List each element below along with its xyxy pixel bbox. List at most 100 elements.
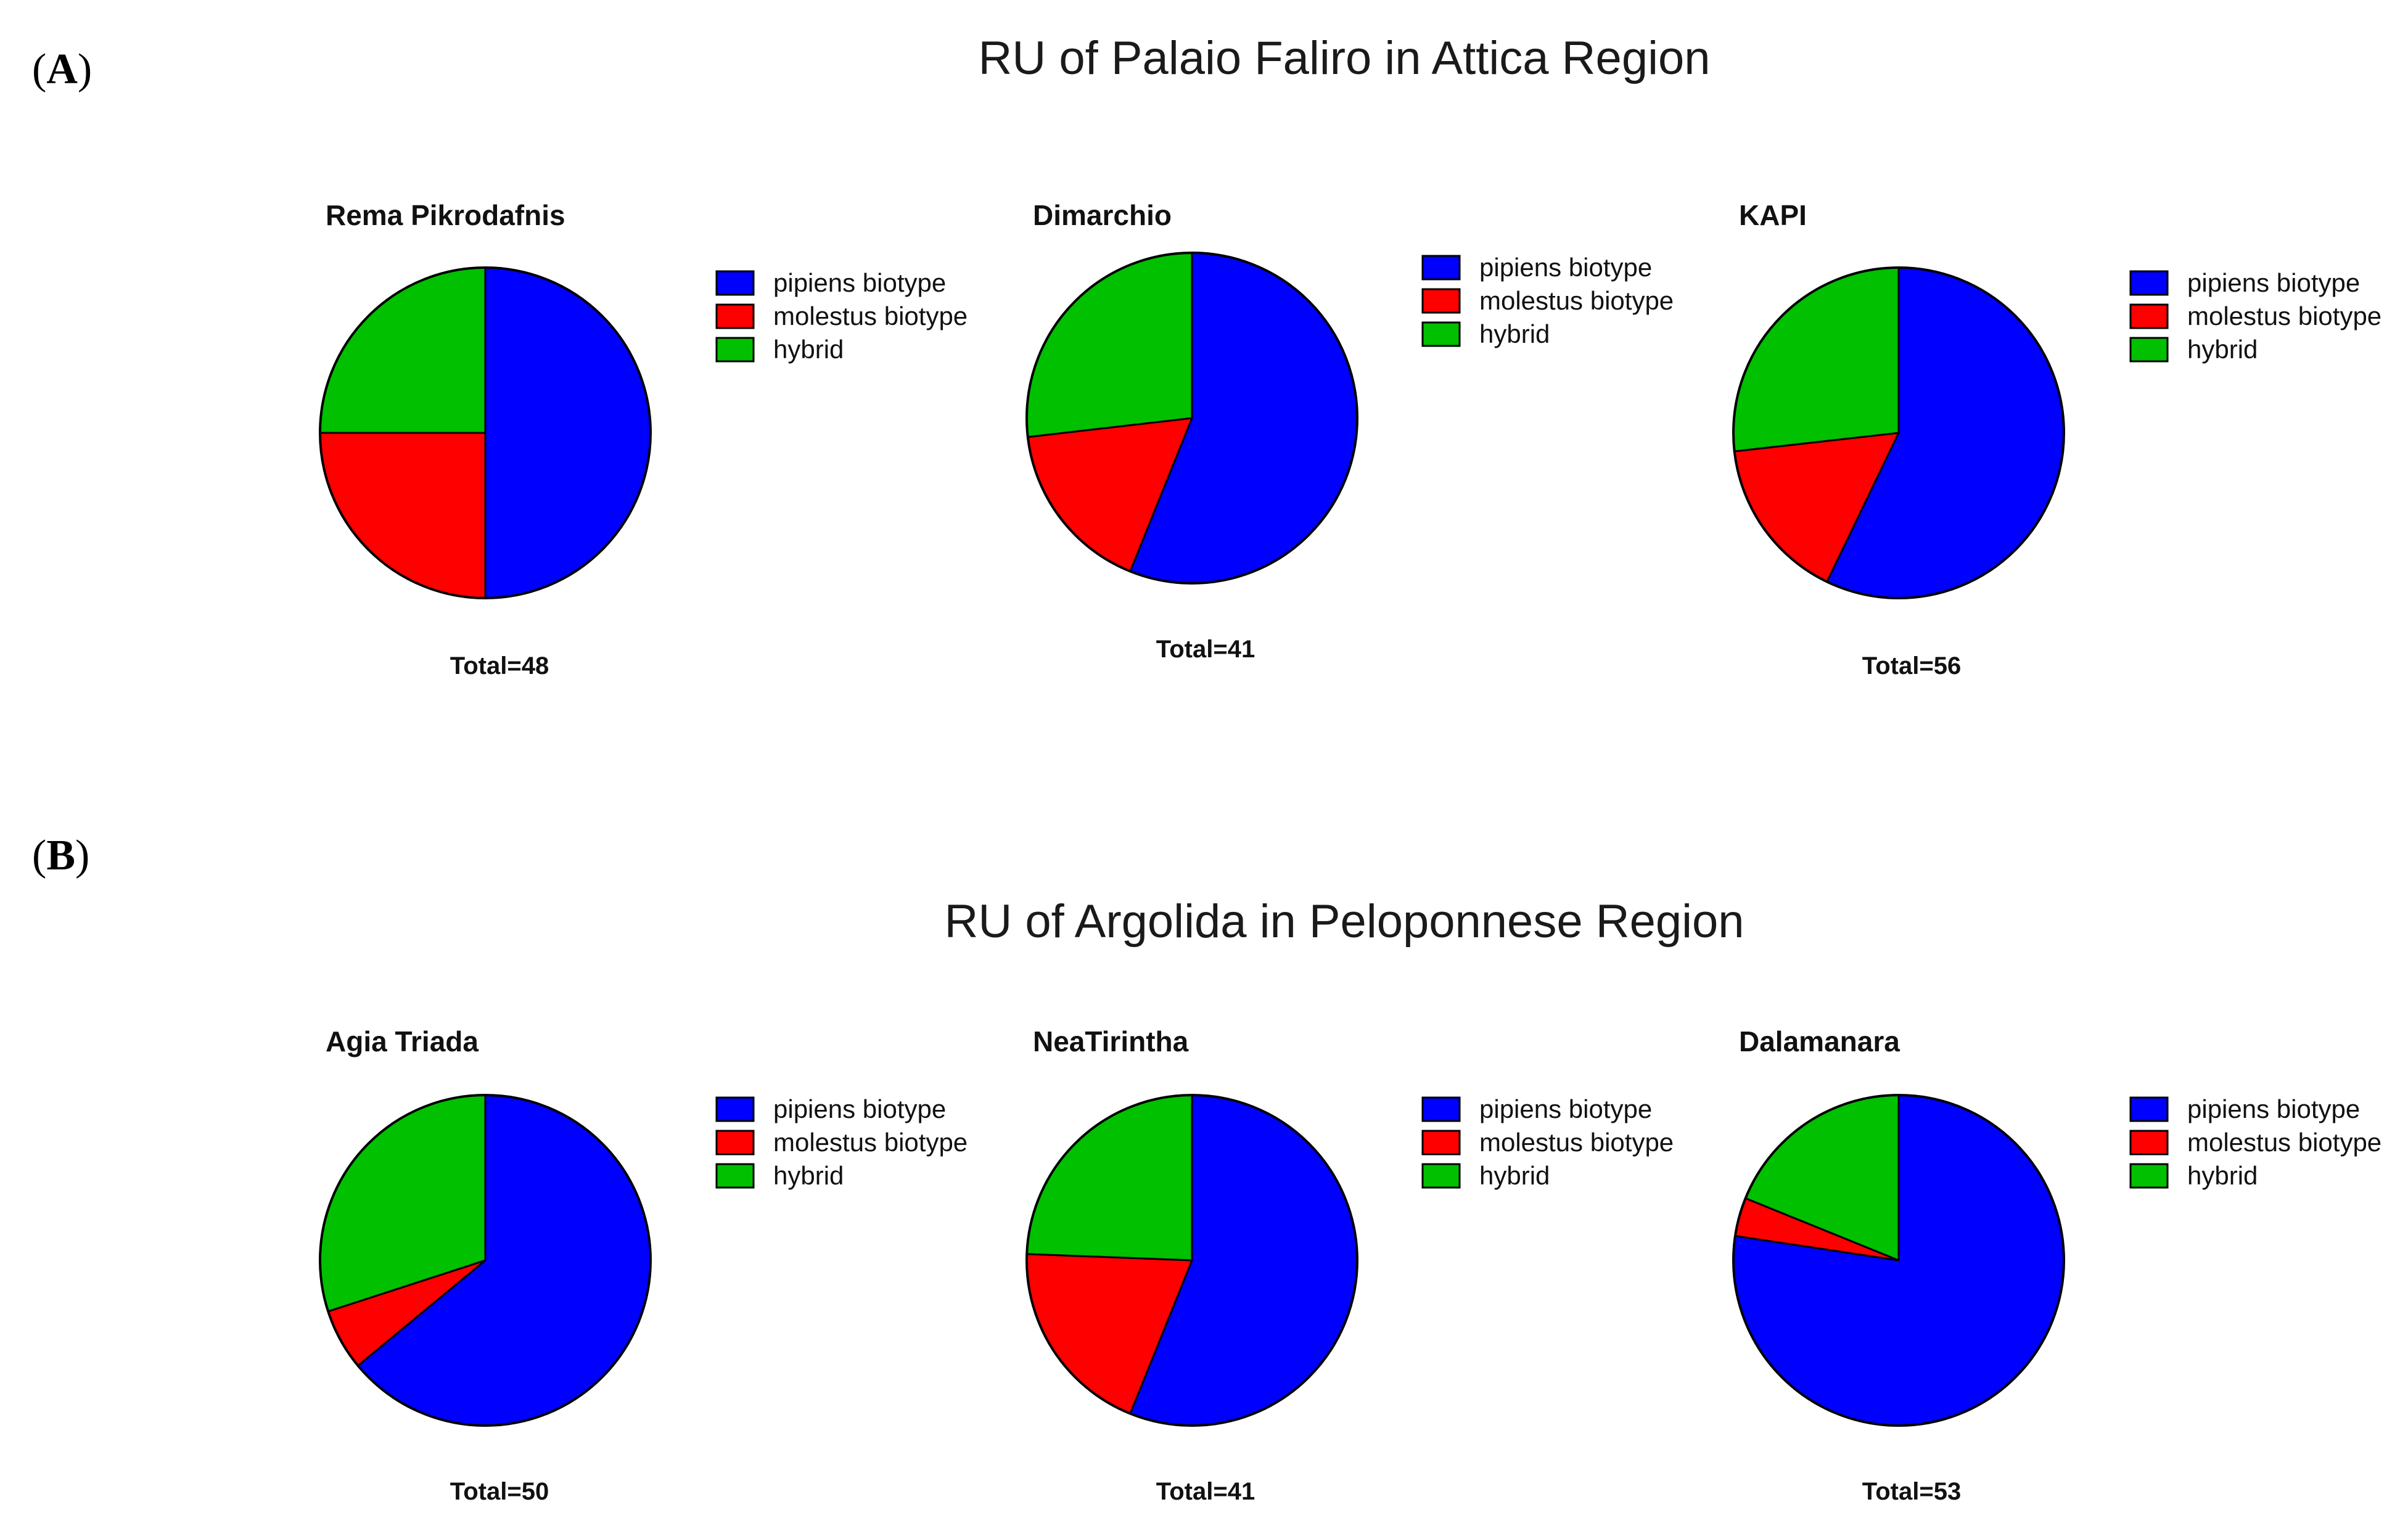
panel-a-paren-open: (: [32, 46, 46, 93]
chart-title: KAPI: [1739, 199, 1807, 231]
legend-swatch: [1421, 1130, 1461, 1156]
legend-item-hybrid: hybrid: [715, 1161, 844, 1190]
total-label: Total=41: [1156, 1478, 1255, 1505]
legend-label: hybrid: [773, 1161, 844, 1190]
legend-swatch: [2129, 1130, 2169, 1156]
legend-item-pipiens: pipiens biotype: [715, 268, 946, 297]
legend-item-hybrid: hybrid: [2129, 335, 2258, 364]
pie-slices: [1732, 266, 2065, 599]
legend-label: hybrid: [2187, 335, 2258, 364]
legend-label: pipiens biotype: [2187, 1094, 2360, 1123]
legend-label: pipiens biotype: [773, 268, 946, 297]
panel-b-letter: B: [46, 832, 75, 879]
legend-swatch: [2129, 1096, 2169, 1122]
slice-hybrid: [1025, 252, 1193, 438]
pie-chart-dalamanara: Dalamanara pipiens biotype molestus bioty…: [1732, 1025, 2381, 1505]
slice-pipiens: [484, 266, 652, 599]
panel-a-label: (A): [32, 46, 92, 93]
legend-item-molestus: molestus biotype: [1421, 1128, 1674, 1157]
legend-swatch: [2129, 303, 2169, 329]
legend-item-pipiens: pipiens biotype: [1421, 253, 1652, 282]
legend-swatch: [2129, 1163, 2169, 1189]
pie-slices: [1025, 252, 1358, 585]
legend-swatch: [715, 1163, 755, 1189]
panel-a: (A) RU of Palaio Faliro in Attica Region: [32, 32, 1711, 93]
pie-chart-dimarchio: Dimarchio pipiens biotype molestus biotyp…: [1025, 199, 1674, 663]
pie-slices: [1732, 1094, 2065, 1427]
legend-item-molestus: molestus biotype: [2129, 302, 2381, 330]
panel-a-title: RU of Palaio Faliro in Attica Region: [978, 32, 1710, 84]
legend-label: molestus biotype: [1479, 286, 1674, 315]
legend-swatch: [715, 337, 755, 363]
legend-label: molestus biotype: [2187, 1128, 2381, 1157]
panel-b-paren-close: ): [75, 832, 89, 879]
pie-outline: [1025, 252, 1358, 585]
legend-swatch: [1421, 255, 1461, 281]
legend-label: hybrid: [2187, 1161, 2258, 1190]
slice-hybrid: [319, 266, 487, 434]
total-label: Total=56: [1862, 652, 1961, 679]
legend-swatch: [1421, 1096, 1461, 1122]
pie-chart-agia-triada: Agia Triada pipiens biotype molestus biot…: [319, 1025, 968, 1505]
chart-legend: pipiens biotype molestus biotype hybrid: [715, 1094, 968, 1190]
legend-swatch: [715, 270, 755, 296]
panel-a-paren-close: ): [78, 46, 92, 93]
slice-hybrid: [1025, 1094, 1193, 1262]
panel-a-letter: A: [46, 46, 78, 93]
legend-item-molestus: molestus biotype: [2129, 1128, 2381, 1157]
legend-label: molestus biotype: [2187, 302, 2381, 330]
legend-item-hybrid: hybrid: [2129, 1161, 2258, 1190]
pie-chart-rema-pikrodafnis: Rema Pikrodafnis pipiens biotype molestus…: [319, 199, 968, 679]
legend-item-pipiens: pipiens biotype: [1421, 1094, 1652, 1123]
pie-slices: [1025, 1094, 1358, 1427]
legend-swatch: [1421, 321, 1461, 347]
chart-legend: pipiens biotype molestus biotype hybrid: [2129, 268, 2381, 364]
chart-legend: pipiens biotype molestus biotype hybrid: [1421, 253, 1674, 348]
legend-label: molestus biotype: [773, 1128, 968, 1157]
legend-label: pipiens biotype: [1479, 253, 1652, 282]
legend-swatch: [2129, 270, 2169, 296]
panel-b: (B) RU of Argolida in Peloponnese Region: [32, 832, 1744, 948]
panel-b-label: (B): [32, 832, 89, 879]
slice-hybrid: [1732, 266, 1900, 453]
pie-chart-neatirintha: NeaTirintha pipiens biotype molestus biot…: [1025, 1025, 1674, 1505]
legend-item-molestus: molestus biotype: [715, 1128, 968, 1157]
legend-swatch: [715, 1096, 755, 1122]
pie-outline: [319, 1094, 652, 1427]
legend-item-pipiens: pipiens biotype: [2129, 268, 2360, 297]
legend-swatch: [2129, 337, 2169, 363]
pie-slices: [319, 1094, 652, 1427]
legend-item-pipiens: pipiens biotype: [2129, 1094, 2360, 1123]
legend-label: molestus biotype: [1479, 1128, 1674, 1157]
legend-label: hybrid: [1479, 1161, 1550, 1190]
total-label: Total=48: [450, 652, 549, 679]
total-label: Total=41: [1156, 636, 1255, 663]
pie-outline: [1732, 1094, 2065, 1427]
legend-label: hybrid: [1479, 319, 1550, 348]
panel-b-paren-open: (: [32, 832, 46, 879]
chart-title: Dalamanara: [1739, 1025, 1900, 1057]
legend-item-hybrid: hybrid: [715, 335, 844, 364]
legend-label: hybrid: [773, 335, 844, 364]
legend-item-pipiens: pipiens biotype: [715, 1094, 946, 1123]
chart-title: Rema Pikrodafnis: [326, 199, 565, 231]
legend-swatch: [1421, 1163, 1461, 1189]
chart-title: NeaTirintha: [1033, 1025, 1189, 1057]
legend-label: pipiens biotype: [1479, 1094, 1652, 1123]
legend-item-molestus: molestus biotype: [1421, 286, 1674, 315]
chart-legend: pipiens biotype molestus biotype hybrid: [2129, 1094, 2381, 1190]
legend-label: pipiens biotype: [773, 1094, 946, 1123]
pie-outline: [1732, 266, 2065, 599]
pie-outline: [319, 266, 652, 599]
pie-slices: [319, 266, 652, 599]
legend-item-hybrid: hybrid: [1421, 319, 1550, 348]
pie-outline: [1025, 1094, 1358, 1427]
legend-item-molestus: molestus biotype: [715, 302, 968, 330]
panel-b-title: RU of Argolida in Peloponnese Region: [944, 895, 1744, 948]
total-label: Total=50: [450, 1478, 549, 1505]
legend-swatch: [1421, 288, 1461, 314]
chart-title: Dimarchio: [1033, 199, 1172, 231]
slice-molestus: [319, 432, 487, 599]
chart-legend: pipiens biotype molestus biotype hybrid: [715, 268, 968, 364]
